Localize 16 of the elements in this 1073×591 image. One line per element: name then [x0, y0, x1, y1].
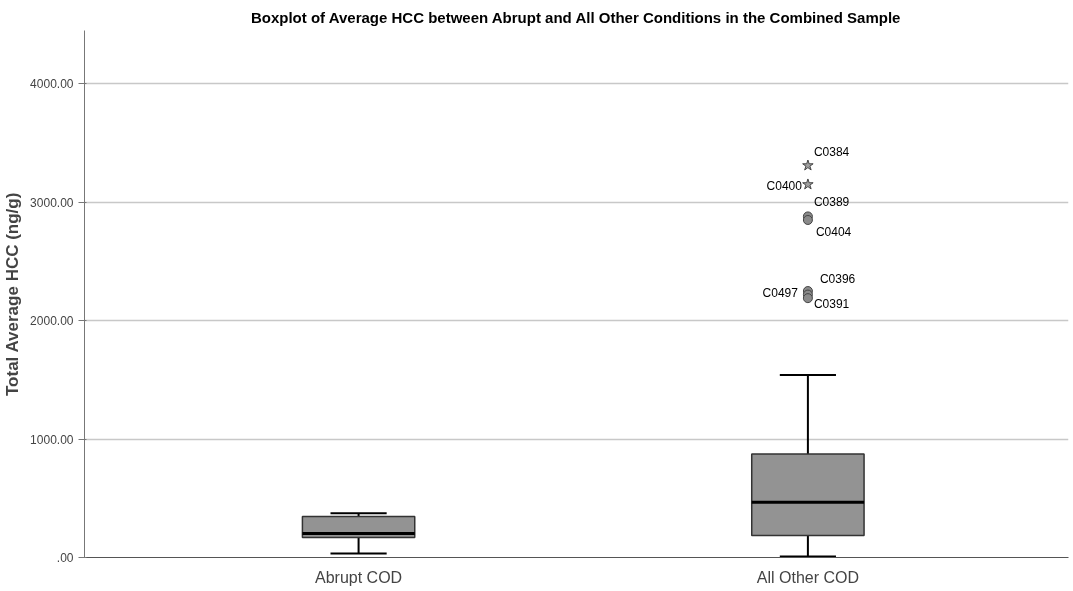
y-tick-label: 2000.00 — [30, 314, 74, 329]
annotation: C0389 — [813, 195, 850, 210]
annotation: C0396 — [819, 272, 856, 287]
annotation: C0497 — [762, 285, 799, 300]
annotation: C0400 — [766, 179, 803, 194]
y-axis-title: Total Average HCC (ng/g) — [3, 192, 23, 396]
x-tick-label: Abrupt COD — [315, 568, 403, 586]
y-tick-label: 4000.00 — [30, 77, 74, 92]
y-tick-label: 1000.00 — [30, 432, 74, 447]
x-tick-label: All Other COD — [756, 568, 860, 586]
annotation: C0384 — [813, 144, 850, 159]
annotation: C0391 — [813, 297, 850, 312]
annotation: C0404 — [815, 224, 852, 239]
y-tick-label: 3000.00 — [30, 195, 74, 210]
y-tick-label: .00 — [56, 551, 74, 565]
chart-title: Boxplot of Average HCC between Abrupt and All Other Conditions in the Combined Sample — [250, 8, 901, 26]
